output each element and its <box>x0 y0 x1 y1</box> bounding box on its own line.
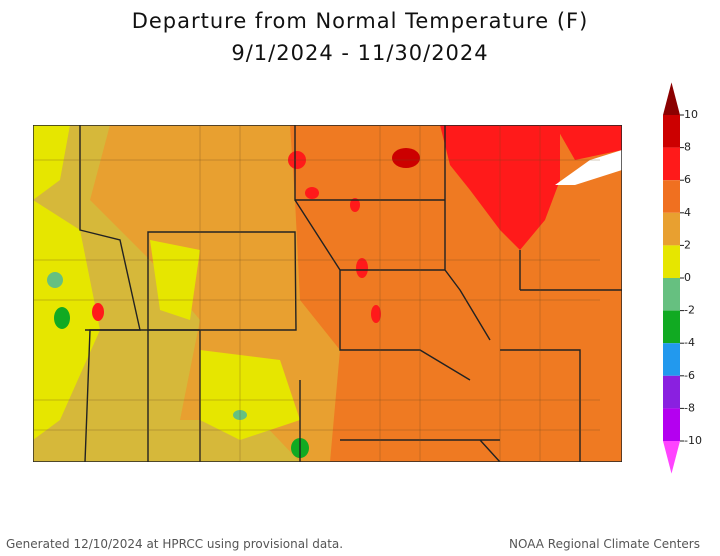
legend-tick-label: -8 <box>684 401 695 414</box>
legend-bin <box>663 310 680 344</box>
legend-bin <box>663 343 680 376</box>
map <box>33 125 622 462</box>
legend-tick-label: 4 <box>684 206 691 219</box>
map-title: Departure from Normal Temperature (F) <box>132 9 589 33</box>
legend: 10 8 6 4 2 0 -2 -4 -6 -8 -10 <box>663 82 702 474</box>
legend-bin <box>663 115 680 148</box>
legend-bin <box>663 212 680 246</box>
legend-tick-label: -6 <box>684 369 695 382</box>
legend-arrow-top <box>663 82 680 115</box>
legend-bin <box>663 375 680 409</box>
map-subtitle: 9/1/2024 - 11/30/2024 <box>231 41 488 65</box>
footer-right: NOAA Regional Climate Centers <box>509 537 700 551</box>
legend-tick-label: 8 <box>684 141 691 154</box>
legend-tick-label: -10 <box>684 434 702 447</box>
legend-bin <box>663 245 680 278</box>
legend-bin <box>663 278 680 311</box>
legend-bin <box>663 147 680 181</box>
legend-tick-label: 2 <box>684 238 691 251</box>
legend-tick-label: 10 <box>684 108 698 121</box>
footer-left: Generated 12/10/2024 at HPRCC using prov… <box>6 537 343 551</box>
legend-bin <box>663 180 680 213</box>
legend-tick-label: 6 <box>684 173 691 186</box>
legend-bin <box>663 408 680 441</box>
legend-tick-label: -2 <box>684 304 695 317</box>
legend-arrow-bottom <box>663 441 680 474</box>
legend-tick-label: -4 <box>684 336 695 349</box>
legend-tick-label: 0 <box>684 271 691 284</box>
